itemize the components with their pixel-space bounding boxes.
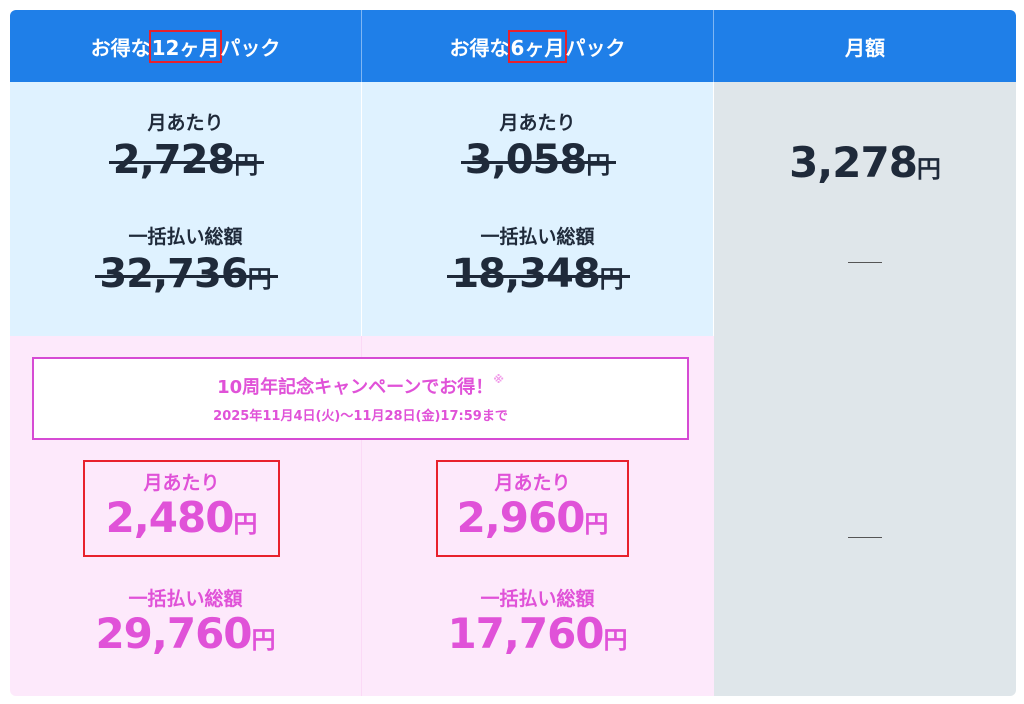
sale-6-monthly: 月あたり 2,960円 <box>436 468 629 542</box>
regular-6-monthly-label: 月あたり <box>499 112 576 134</box>
header-6-highlight: 6ヶ月 <box>507 29 568 63</box>
regular-6-total-price: 18,348円 <box>447 251 631 297</box>
campaign-period: 2025年11月4日(火)〜11月28日(金)17:59まで <box>213 409 508 424</box>
regular-12-monthly-label: 月あたり <box>147 112 224 134</box>
regular-12-total: 一括払い総額 32,736円 <box>10 222 361 297</box>
sale-12-monthly: 月あたり 2,480円 <box>83 468 280 542</box>
price-table: お得な 12ヶ月 パック お得な 6ヶ月 パック 月額 月あたり 2,728円 一括払い… <box>10 10 1016 696</box>
sale-12-total-label: 一括払い総額 <box>128 588 243 610</box>
header-12-post: パック <box>220 35 281 60</box>
header-monthly: 月額 <box>714 10 1016 82</box>
campaign-banner: 10周年記念キャンペーンでお得！※ 2025年11月4日(火)〜11月28日(金… <box>32 357 689 440</box>
regular-6-total-label: 一括払い総額 <box>480 226 595 248</box>
sale-12-monthly-price: 2,480 <box>105 493 235 542</box>
header-6-pre: お得な <box>449 35 510 60</box>
regular-6-monthly: 月あたり 3,058円 <box>362 108 713 183</box>
header-12-highlight: 12ヶ月 <box>148 29 223 63</box>
sale-6-monthly-label: 月あたり <box>494 472 571 494</box>
sale-6-monthly-price: 2,960 <box>456 493 586 542</box>
monthly-plan-dash-sale <box>848 537 882 538</box>
header-12-month-pack: お得な 12ヶ月 パック <box>10 10 361 82</box>
regular-12-total-label: 一括払い総額 <box>128 226 243 248</box>
sale-6-total-price: 17,760 <box>447 609 604 658</box>
sale-6-total: 一括払い総額 17,760円 <box>362 584 713 658</box>
regular-6-monthly-price: 3,058円 <box>460 137 616 183</box>
sale-12-monthly-label: 月あたり <box>143 472 220 494</box>
regular-12-monthly-price: 2,728円 <box>108 137 264 183</box>
regular-12-monthly: 月あたり 2,728円 <box>10 108 361 183</box>
monthly-plan-price: 3,278円 <box>789 138 941 187</box>
header-12-pre: お得な <box>90 35 151 60</box>
sale-6-total-label: 一括払い総額 <box>480 588 595 610</box>
sale-12-total: 一括払い総額 29,760円 <box>10 584 361 658</box>
header-6-post: パック <box>565 35 626 60</box>
regular-6-total: 一括払い総額 18,348円 <box>362 222 713 297</box>
monthly-plan-dash-regular <box>848 262 882 263</box>
monthly-plan-column <box>714 82 1016 696</box>
sale-12-total-price: 29,760 <box>95 609 252 658</box>
campaign-title: 10周年記念キャンペーンでお得！ <box>217 377 494 398</box>
regular-12-total-price: 32,736円 <box>95 251 279 297</box>
highlight-box-6 <box>436 460 629 557</box>
highlight-box-12 <box>83 460 280 557</box>
campaign-note-mark: ※ <box>493 373 504 386</box>
header-6-month-pack: お得な 6ヶ月 パック <box>362 10 713 82</box>
